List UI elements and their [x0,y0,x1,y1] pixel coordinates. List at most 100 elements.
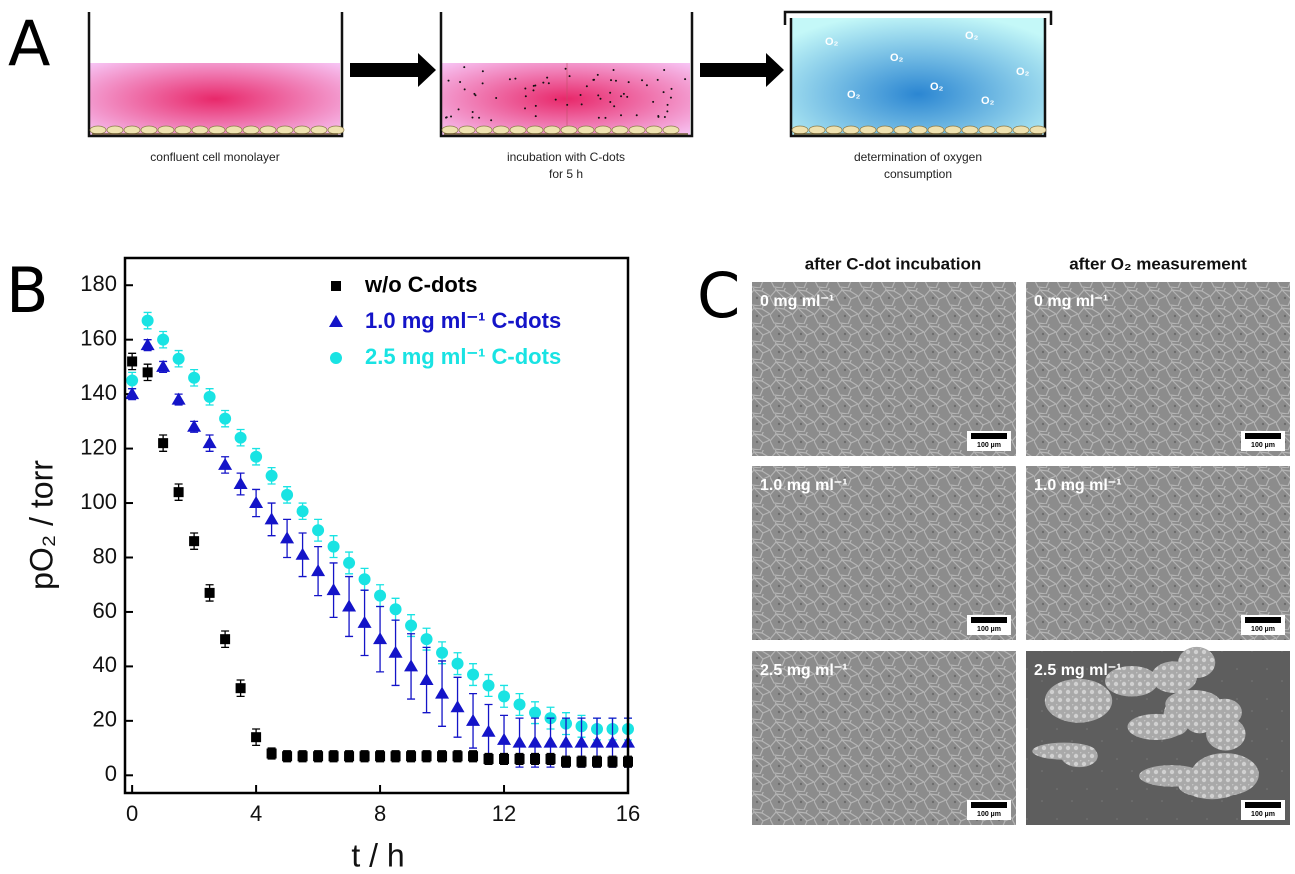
legend-marker [329,315,343,327]
cell [594,125,612,135]
marker [142,367,153,378]
c-dot [554,98,557,101]
cell [458,125,476,135]
cell [276,125,294,135]
marker [406,751,417,762]
c-dot [471,111,474,114]
c-dot [547,82,550,85]
c-dot [656,78,659,81]
marker [405,619,418,632]
marker [437,751,448,762]
marker [264,512,279,525]
marker [419,673,434,686]
scale-bar [971,802,1007,808]
caption: consumption [884,167,952,181]
y-tick-label: 40 [93,652,117,677]
marker [265,469,278,482]
marker [451,657,464,670]
medium [90,63,340,135]
marker [481,724,496,737]
marker [219,412,232,425]
x-tick-label: 0 [126,801,138,826]
y-tick-label: 160 [80,325,117,350]
c-dot [610,79,613,82]
marker [251,732,262,743]
cell [140,125,158,135]
marker [607,756,618,767]
marker [497,732,512,745]
c-dot [599,97,602,100]
medium [792,18,1044,135]
cell [492,125,510,135]
cell [208,125,226,135]
y-tick-label: 120 [80,434,117,459]
cell-cluster [1180,764,1245,800]
plot: 0 20 40 60 80 100 120 140 160 180 0 4 8 12 16 w/o C-dot… [80,271,640,826]
micrograph [1026,466,1290,640]
lid [783,10,1053,25]
c-dot [593,78,596,81]
c-dot [546,76,549,79]
marker [173,487,184,498]
c-dot [532,89,535,92]
marker [187,419,202,432]
c-dot [670,87,673,90]
c-dot [614,79,617,82]
cell [89,125,107,135]
y-tick-label: 20 [93,707,117,732]
cell [191,125,209,135]
c-dot [450,115,453,118]
marker [592,756,603,767]
cell [859,125,877,135]
marker [404,659,419,672]
caption: incubation with C-dots [507,150,625,164]
marker [295,547,310,560]
cell [225,125,243,135]
marker [482,679,495,692]
cell [174,125,192,135]
panel-letter: C [697,259,740,332]
marker [218,457,233,470]
marker [282,751,293,762]
marker [388,645,403,658]
marker [498,690,511,703]
c-dot [457,108,460,111]
well [789,18,1047,138]
c-dot [613,105,616,108]
cell-cluster [1163,697,1191,736]
cell [611,125,629,135]
o2-label: O₂ [825,36,839,48]
cell [123,125,141,135]
marker [280,531,295,544]
cell [259,125,277,135]
marker [125,387,140,400]
c-dot [534,104,537,107]
marker [590,735,605,748]
marker [156,359,171,372]
marker [344,751,355,762]
cell-cluster [1178,646,1216,679]
c-dot [585,85,588,88]
marker [342,599,357,612]
cell [662,125,680,135]
cell [526,125,544,135]
marker [171,392,186,405]
scale-bar [1245,617,1281,623]
c-dot [622,92,625,95]
arrow [700,53,784,87]
marker [250,450,263,463]
o2-label: O₂ [890,52,904,64]
cell-cluster [1060,744,1098,768]
micrograph [752,282,1016,456]
c-dot [669,96,672,99]
cell [876,125,894,135]
c-dot [663,115,666,118]
o2-label: O₂ [1016,66,1030,78]
marker [373,632,388,645]
c-dot [580,103,583,106]
micrograph [752,466,1016,640]
marker [249,496,264,509]
marker [327,540,340,553]
c-dot [609,91,612,94]
marker [328,751,339,762]
